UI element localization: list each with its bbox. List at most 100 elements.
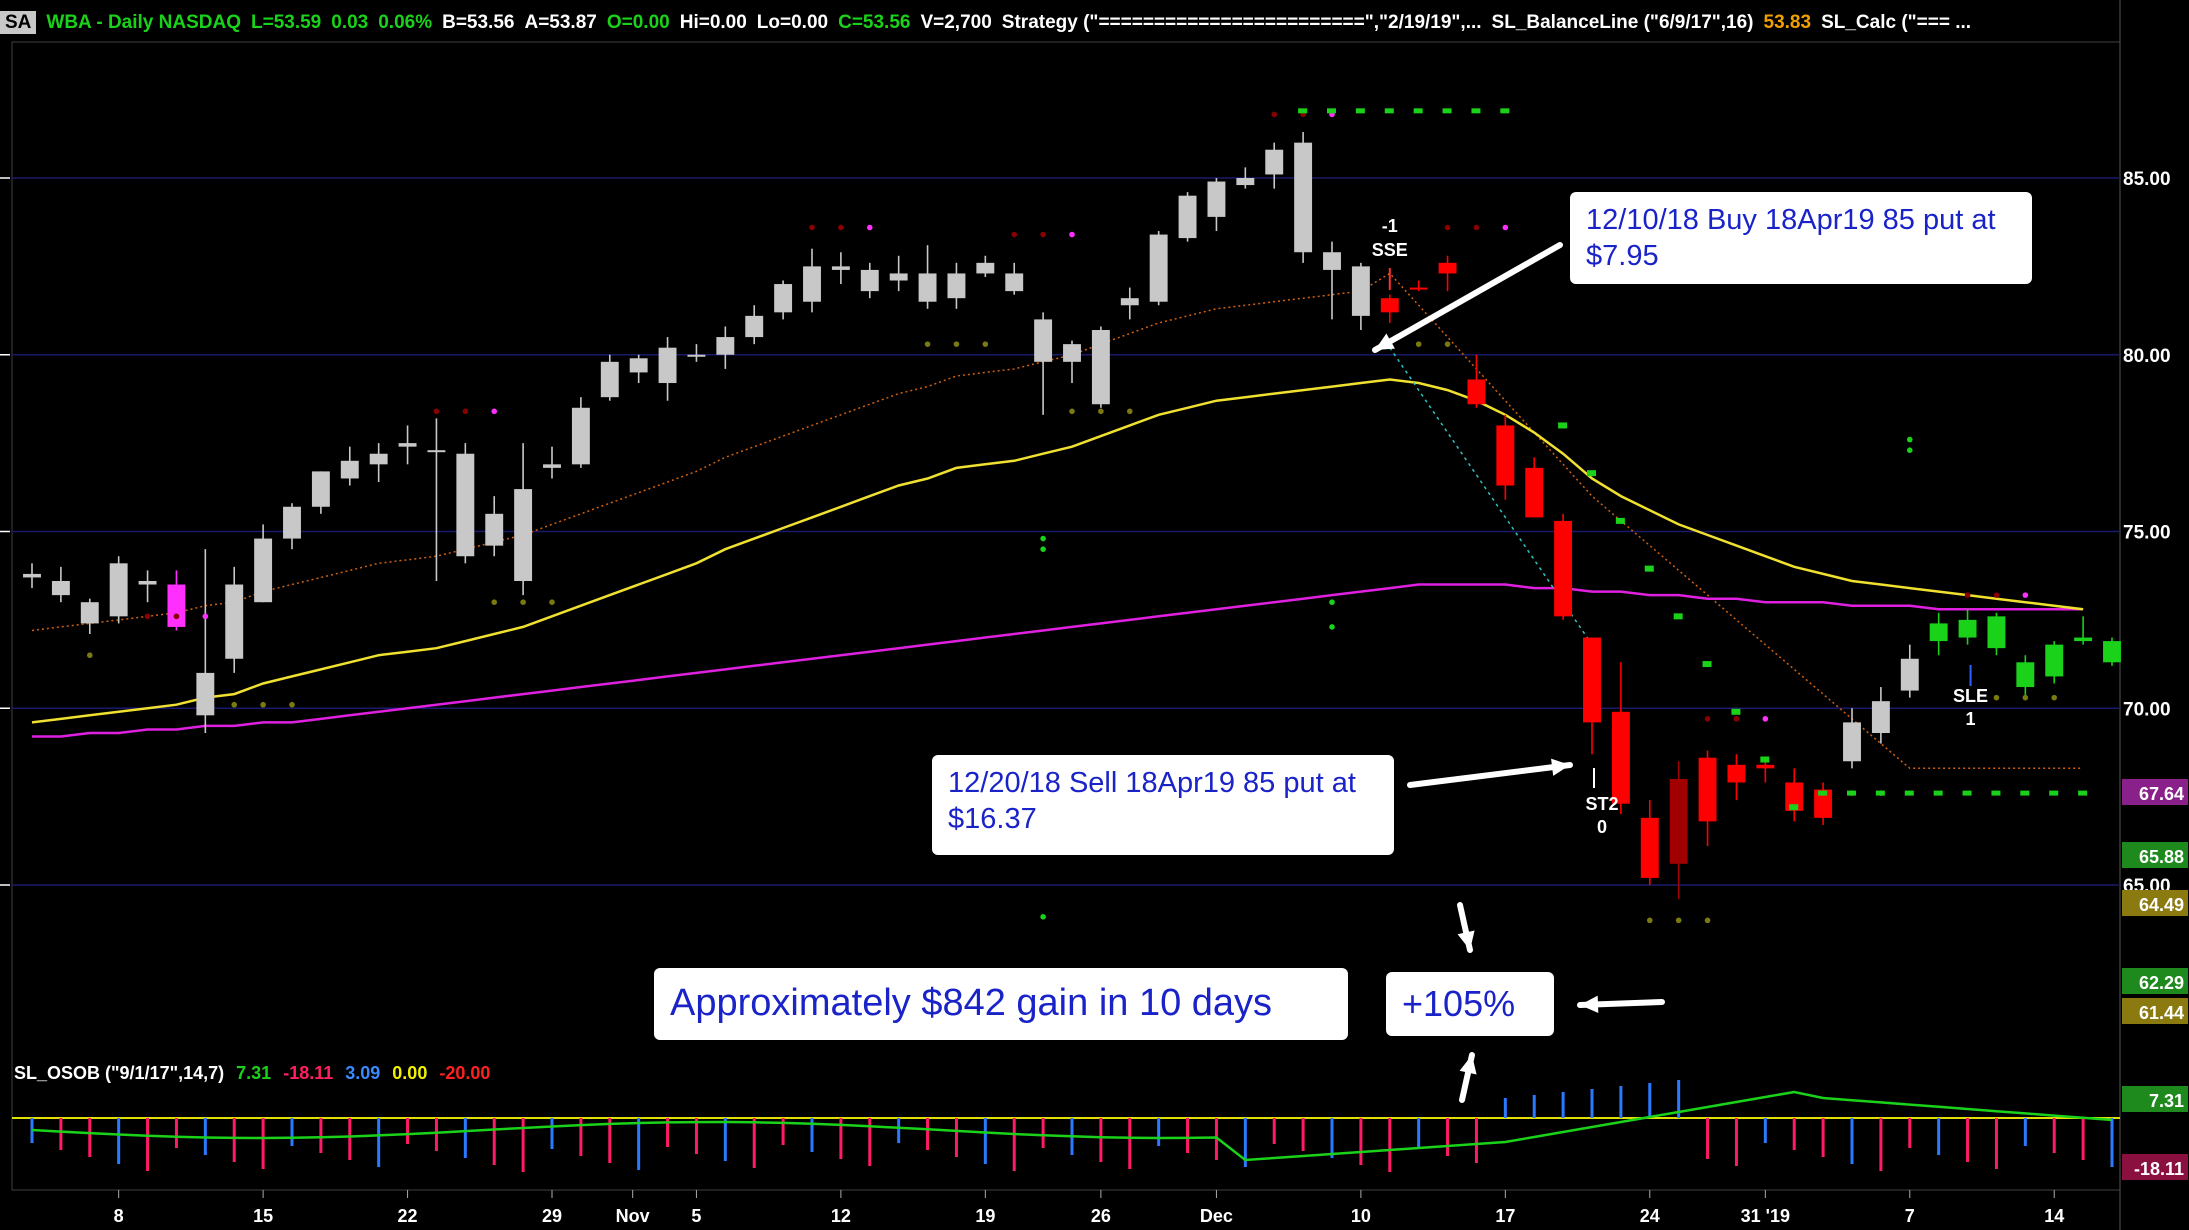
sse-label: -1 (1382, 216, 1398, 236)
candle-body (1294, 142, 1313, 253)
sell-arrow-head (1551, 758, 1570, 776)
signal-dot (866, 224, 873, 231)
candle-body (1843, 722, 1861, 762)
candle-body (1525, 467, 1544, 518)
candle-body (456, 453, 475, 557)
signal-dot (1329, 624, 1335, 630)
signal-dot (1444, 224, 1451, 231)
candle-body (629, 358, 648, 373)
price-badge (2122, 1086, 2188, 1112)
candle-body (687, 354, 706, 357)
signal-dot (202, 613, 209, 620)
stop-dash (1933, 790, 1943, 796)
candle-body (543, 464, 561, 468)
candle-body (918, 273, 937, 302)
signal-dot (520, 599, 526, 605)
x-tick-label: 5 (691, 1206, 701, 1226)
open: O=0.00 (606, 12, 670, 33)
signal-dot (2022, 694, 2029, 701)
candle-body (1265, 149, 1284, 175)
signal-dot (1069, 408, 1075, 415)
y-tick-label: 70.00 (2123, 699, 2171, 720)
stop-dash (1587, 470, 1596, 477)
candle-body (2074, 637, 2093, 642)
candle-body (2016, 662, 2035, 688)
candle-body (1640, 817, 1659, 878)
price-badge-label: 67.64 (2139, 784, 2184, 804)
balanceline-value: 53.83 (1763, 12, 1812, 33)
change-pct: 0.06% (378, 12, 433, 33)
sle-label-2: 1 (1966, 709, 1976, 729)
stop-dash (1558, 422, 1568, 429)
pct-note: +105% (1402, 983, 1516, 1024)
candle-body (398, 443, 417, 447)
signal-dot (289, 701, 295, 708)
osob-v2: -18.11 (283, 1063, 334, 1083)
price-badge-label: 7.31 (2149, 1091, 2184, 1111)
candle-body (831, 266, 850, 270)
price-badge-label: 62.29 (2139, 973, 2184, 993)
stop-dash (1962, 790, 1972, 796)
stop-dash (1644, 565, 1654, 572)
osob-v4: 0.00 (392, 1063, 428, 1083)
candle-body (571, 407, 590, 465)
price-badge (2122, 968, 2188, 994)
signal-dot (491, 408, 498, 415)
signal-dot (1473, 224, 1480, 231)
candle-body (80, 602, 99, 624)
signal-dot (1098, 408, 1104, 415)
signal-dot (1040, 546, 1046, 552)
stop-dash (1673, 613, 1683, 620)
signal-dot (1646, 917, 1653, 924)
sell-arrow (1407, 762, 1573, 788)
signal-dot (549, 599, 555, 605)
candle-body (23, 573, 41, 578)
candle-body (225, 584, 244, 659)
signal-dot (491, 599, 498, 605)
signal-dot (1675, 917, 1682, 924)
x-tick-label: 31 '19 (1741, 1206, 1790, 1226)
candle-body (311, 471, 330, 507)
price-badge (2122, 1154, 2188, 1180)
candle-body (1409, 287, 1428, 290)
candle-body (1669, 778, 1688, 864)
signal-dot (260, 701, 266, 708)
sell-note: 12/20/18 Sell 18Apr19 85 put at $16.37 (948, 767, 1356, 835)
x-tick-label: 22 (398, 1206, 418, 1226)
candle-body (1756, 764, 1775, 769)
price-badge (2122, 842, 2188, 868)
stop-dash (1904, 790, 1914, 796)
stop-dash (1298, 108, 1308, 114)
price-badge (2122, 998, 2188, 1024)
candle-body (1120, 298, 1139, 306)
symbol-line: WBA - Daily NASDAQ (46, 12, 241, 33)
candle-body (1207, 181, 1226, 217)
stop-dash (1615, 517, 1625, 524)
price-badge-label: 65.88 (2139, 847, 2184, 867)
x-tick-label: 29 (542, 1206, 562, 1226)
symbol-badge[interactable]: SA (0, 11, 37, 34)
signal-dot (1762, 716, 1769, 722)
bid: B=53.56 (442, 12, 515, 33)
stop-dash (1384, 108, 1394, 114)
st2-label: ST2 (1585, 794, 1618, 814)
candle-body (1467, 379, 1486, 405)
signal-dot (1964, 592, 1971, 598)
candle-body (774, 284, 793, 313)
signal-dot (1271, 111, 1278, 118)
stop-dash (2020, 790, 2030, 796)
candle-body (1178, 195, 1197, 239)
stop-dash (2049, 790, 2059, 796)
stop-dash (1442, 108, 1452, 114)
price-badge-label: 64.49 (2139, 895, 2184, 915)
change: 0.03 (331, 12, 369, 33)
candle-body (1438, 262, 1457, 274)
signal-dot (953, 341, 960, 347)
gain-callout: Approximately $842 gain in 10 days (654, 968, 1348, 1040)
price-badge-label: -18.11 (2134, 1159, 2184, 1179)
x-tick-label: 8 (114, 1206, 124, 1226)
buy-note: 12/10/18 Buy 18Apr19 85 put at $7.95 (1586, 204, 1996, 272)
candle-body (340, 460, 359, 479)
